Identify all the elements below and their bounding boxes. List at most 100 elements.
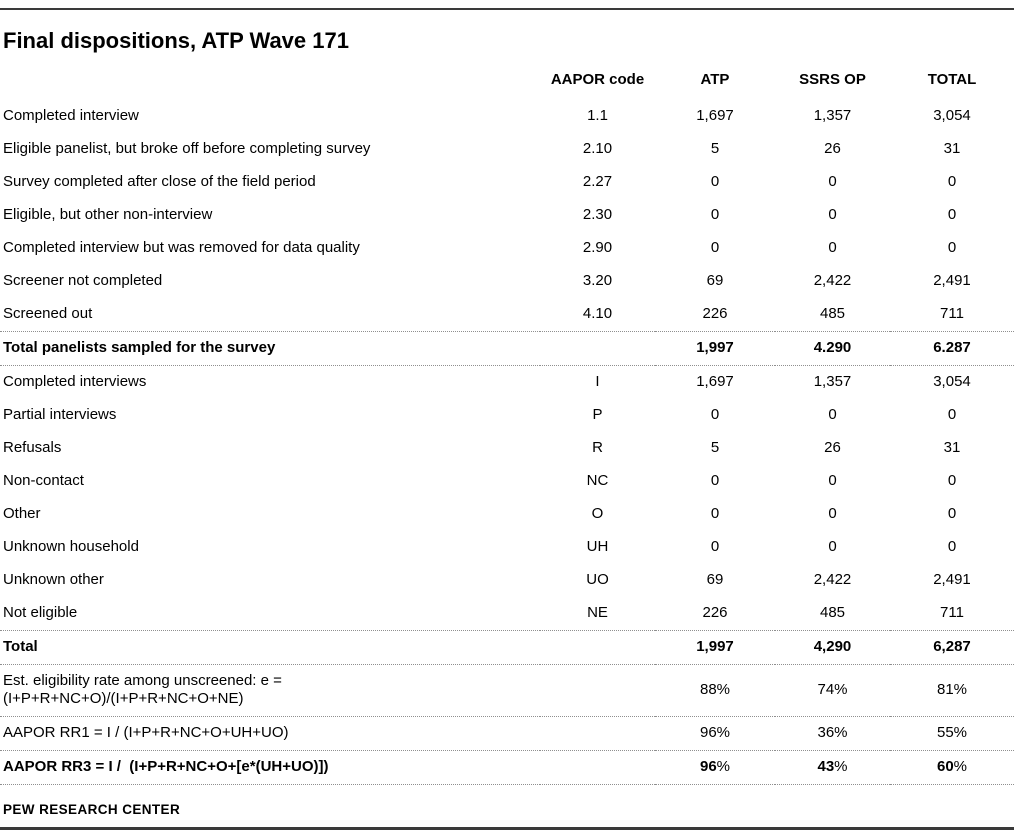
dispositions-table: AAPOR code ATP SSRS OP TOTAL Completed i… bbox=[0, 67, 1014, 785]
table-row: Screened out 4.10 226 485 711 bbox=[0, 298, 1014, 332]
ssrs-cell: 0 bbox=[828, 206, 837, 223]
aapor-code-column-header: AAPOR code bbox=[550, 71, 645, 88]
total-cell: 0 bbox=[947, 239, 957, 256]
table-row: Completed interviews I 1,697 1,357 3,054 bbox=[0, 366, 1014, 400]
row-label: Total bbox=[0, 630, 540, 665]
atp-cell: 96% bbox=[655, 750, 775, 785]
table-row: AAPOR RR1 = I / (I+P+R+NC+O+UH+UO) 96% 3… bbox=[0, 716, 1014, 751]
aapor-code-cell: O bbox=[591, 505, 604, 522]
ssrs-cell: 74% bbox=[775, 664, 890, 717]
row-label: Other bbox=[3, 505, 41, 522]
ssrs-cell: 26 bbox=[824, 140, 841, 157]
top-rule bbox=[0, 8, 1014, 10]
atp-cell: 96% bbox=[655, 716, 775, 751]
aapor-code-cell: NC bbox=[586, 472, 609, 489]
aapor-code-cell bbox=[540, 664, 655, 717]
table-row: Total panelists sampled for the survey 1… bbox=[0, 331, 1014, 366]
atp-column-header: ATP bbox=[700, 71, 730, 88]
ssrs-cell: 1,357 bbox=[813, 373, 852, 390]
aapor-code-cell: 2.90 bbox=[582, 239, 613, 256]
row-label: Non-contact bbox=[3, 472, 84, 489]
ssrs-op-column-header: SSRS OP bbox=[799, 71, 866, 88]
ssrs-cell: 0 bbox=[828, 472, 837, 489]
bottom-rule bbox=[0, 827, 1014, 830]
row-label: Screened out bbox=[3, 305, 93, 322]
aapor-code-cell: I bbox=[595, 373, 600, 390]
total-cell: 0 bbox=[947, 173, 957, 190]
table-row: AAPOR RR3 = I / (I+P+R+NC+O+[e*(UH+UO)])… bbox=[0, 750, 1014, 785]
row-label: AAPOR RR1 = I / (I+P+R+NC+O+UH+UO) bbox=[0, 716, 540, 751]
table-header: AAPOR code ATP SSRS OP TOTAL bbox=[0, 67, 1014, 100]
table-row: Other O 0 0 0 bbox=[0, 498, 1014, 531]
aapor-code-cell: P bbox=[592, 406, 603, 423]
table-row: Not eligible NE 226 485 711 bbox=[0, 597, 1014, 631]
ssrs-cell: 4,290 bbox=[775, 630, 890, 665]
table-row: Eligible panelist, but broke off before … bbox=[0, 133, 1014, 166]
table-row: Unknown household UH 0 0 0 bbox=[0, 531, 1014, 564]
total-cell: 711 bbox=[940, 604, 964, 621]
total-column-header: TOTAL bbox=[927, 71, 977, 88]
ssrs-cell: 0 bbox=[828, 538, 837, 555]
atp-cell: 226 bbox=[702, 305, 728, 322]
ssrs-cell: 43% bbox=[775, 750, 890, 785]
aapor-code-cell: 1.1 bbox=[587, 107, 608, 124]
atp-cell: 5 bbox=[710, 439, 720, 456]
total-cell: 2,491 bbox=[933, 272, 971, 289]
atp-cell: 69 bbox=[706, 571, 724, 588]
aapor-code-cell: 2.27 bbox=[582, 173, 613, 190]
total-cell: 6.287 bbox=[890, 331, 1014, 366]
atp-cell: 69 bbox=[706, 272, 724, 289]
total-cell: 3,054 bbox=[933, 373, 971, 390]
total-cell: 0 bbox=[947, 472, 957, 489]
aapor-code-cell: 2.30 bbox=[582, 206, 613, 223]
ssrs-cell: 485 bbox=[819, 604, 846, 621]
ssrs-cell: 1,357 bbox=[813, 107, 852, 124]
ssrs-cell: 26 bbox=[824, 439, 841, 456]
aapor-code-cell: 3.20 bbox=[582, 272, 613, 289]
table-row: Refusals R 5 26 31 bbox=[0, 432, 1014, 465]
table-row: Est. eligibility rate among unscreened: … bbox=[0, 664, 1014, 717]
atp-cell: 1,997 bbox=[655, 630, 775, 665]
ssrs-cell: 2,422 bbox=[813, 571, 852, 588]
row-label: Not eligible bbox=[3, 604, 78, 621]
aapor-code-cell bbox=[540, 750, 655, 785]
total-cell: 0 bbox=[947, 505, 957, 522]
aapor-code-cell: 2.10 bbox=[582, 140, 613, 157]
total-cell: 81% bbox=[890, 664, 1014, 717]
atp-cell: 1,697 bbox=[696, 373, 734, 390]
atp-cell: 0 bbox=[710, 538, 720, 555]
table-row: Total 1,997 4,290 6,287 bbox=[0, 630, 1014, 665]
table-row: Completed interview 1.1 1,697 1,357 3,05… bbox=[0, 100, 1014, 133]
aapor-code-cell bbox=[540, 331, 655, 366]
atp-cell: 0 bbox=[710, 505, 720, 522]
aapor-code-cell: NE bbox=[587, 604, 608, 621]
aapor-code-cell: UH bbox=[586, 538, 609, 555]
table-row: Completed interview but was removed for … bbox=[0, 232, 1014, 265]
ssrs-cell: 4.290 bbox=[775, 331, 890, 366]
total-cell: 711 bbox=[940, 305, 964, 322]
aapor-code-cell bbox=[540, 630, 655, 665]
table-row: Survey completed after close of the fiel… bbox=[0, 166, 1014, 199]
total-cell: 3,054 bbox=[933, 107, 971, 124]
label-column-header bbox=[0, 67, 540, 100]
atp-cell: 88% bbox=[655, 664, 775, 717]
row-label: Eligible panelist, but broke off before … bbox=[3, 140, 371, 157]
total-cell: 55% bbox=[890, 716, 1014, 751]
row-label: Unknown other bbox=[3, 571, 104, 588]
aapor-code-cell: 4.10 bbox=[582, 305, 613, 322]
ssrs-cell: 2,422 bbox=[813, 272, 852, 289]
atp-cell: 0 bbox=[710, 472, 720, 489]
table-row: Non-contact NC 0 0 0 bbox=[0, 465, 1014, 498]
page-title: Final dispositions, ATP Wave 171 bbox=[3, 28, 349, 53]
total-cell: 0 bbox=[947, 406, 957, 423]
row-label: Screener not completed bbox=[3, 272, 163, 289]
total-cell: 31 bbox=[943, 140, 961, 157]
atp-cell: 0 bbox=[710, 239, 720, 256]
total-cell: 60% bbox=[890, 750, 1014, 785]
source-attribution: PEW RESEARCH CENTER bbox=[3, 802, 181, 817]
table-row: Screener not completed 3.20 69 2,422 2,4… bbox=[0, 265, 1014, 298]
aapor-code-cell bbox=[540, 716, 655, 751]
ssrs-cell: 0 bbox=[828, 406, 837, 423]
row-label: Eligible, but other non-interview bbox=[3, 206, 213, 223]
